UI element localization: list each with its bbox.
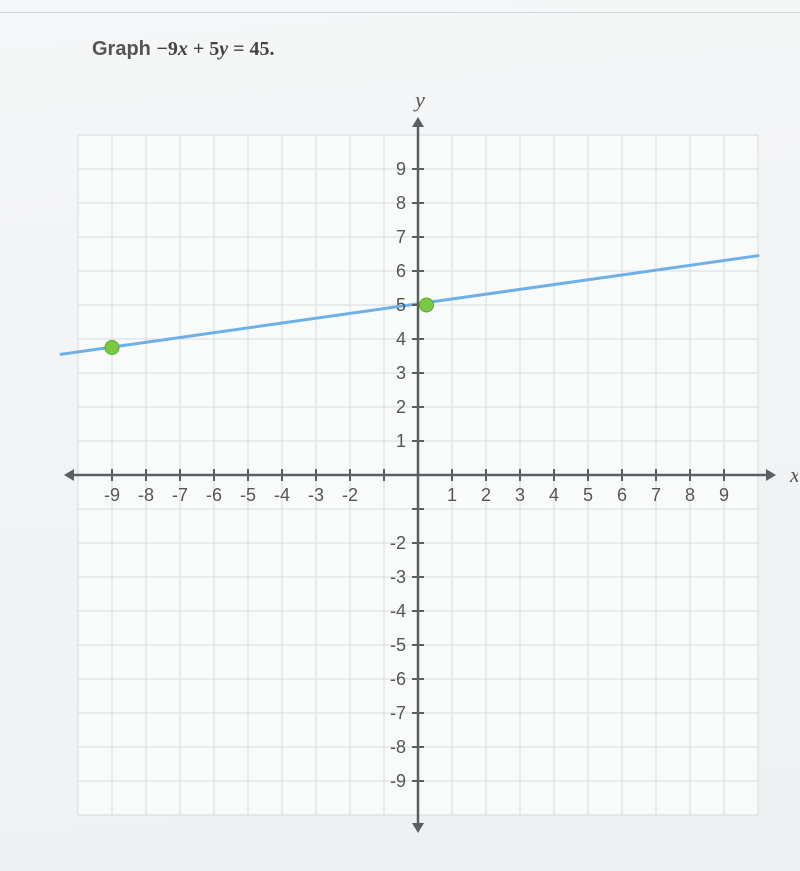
y-tick-label: -9 [390,771,406,791]
x-tick-label: -6 [206,485,222,505]
y-tick-label: -5 [390,635,406,655]
plot-point[interactable] [420,298,434,312]
y-tick-label: -4 [390,601,406,621]
y-tick-label: 3 [396,363,406,383]
x-tick-label: 2 [481,485,491,505]
y-tick-label: -2 [390,533,406,553]
y-tick-label: 1 [396,431,406,451]
prompt-prefix: Graph [92,38,156,60]
x-tick-label: 9 [719,485,729,505]
x-tick-label: 7 [651,485,661,505]
plot-point[interactable] [105,341,119,355]
y-tick-label: 5 [396,295,406,315]
y-tick-label: -3 [390,567,406,587]
y-tick-label: 4 [396,329,406,349]
top-divider [0,12,800,13]
x-tick-label: -3 [308,485,324,505]
y-tick-label: -6 [390,669,406,689]
x-tick-label: 8 [685,485,695,505]
x-tick-label: 6 [617,485,627,505]
x-tick-label: -9 [104,485,120,505]
exercise-screenshot: { "prompt":{ "prefix":"Graph ", "equatio… [0,0,800,871]
x-tick-label: 5 [583,485,593,505]
y-tick-label: 9 [396,159,406,179]
question-prompt: Graph −9x + 5y = 45. [92,38,275,61]
y-tick-label: 8 [396,193,406,213]
x-tick-label: -4 [274,485,290,505]
graph-svg[interactable]: -9 -8 -7 -6 -5 -4 -3 -2 1 2 3 4 5 6 7 8 9 9 8 7 6 5 4 3 2 1 -2 -3 -4… [58,95,798,865]
x-tick-label: 1 [447,485,457,505]
x-axis-label: x [789,462,798,487]
y-tick-label: 6 [396,261,406,281]
y-tick-label: 2 [396,397,406,417]
x-tick-label: -2 [342,485,358,505]
y-axis-label: y [413,95,425,112]
y-tick-label: -7 [390,703,406,723]
x-tick-label: -8 [138,485,154,505]
y-tick-label: -8 [390,737,406,757]
x-tick-label: 3 [515,485,525,505]
x-tick-label: 4 [549,485,559,505]
y-tick-label: 7 [396,227,406,247]
equation: −9x + 5y = 45. [156,38,274,60]
coordinate-graph[interactable]: -9 -8 -7 -6 -5 -4 -3 -2 1 2 3 4 5 6 7 8 9 9 8 7 6 5 4 3 2 1 -2 -3 -4… [58,95,758,855]
x-tick-label: -5 [240,485,256,505]
x-tick-label: -7 [172,485,188,505]
